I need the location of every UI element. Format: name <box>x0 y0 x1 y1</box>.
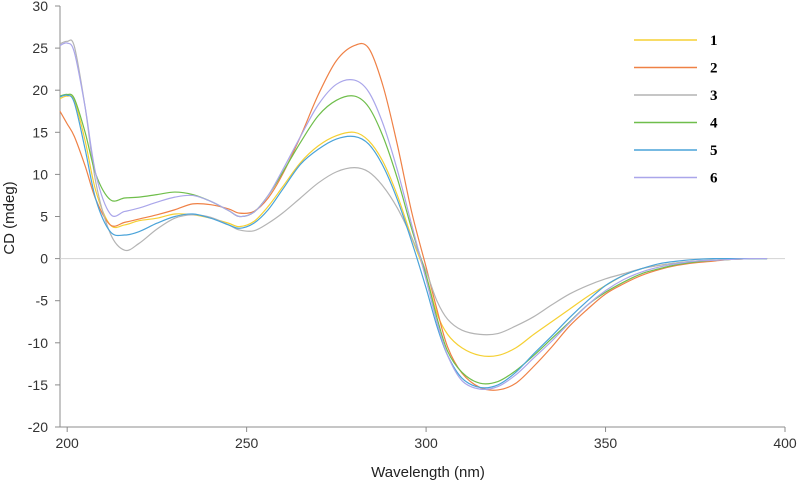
x-axis-ticks: 200 250 300 350 400 <box>55 427 797 451</box>
series-line-1 <box>59 94 768 357</box>
y-tick-label: -5 <box>36 293 49 309</box>
x-tick-label: 300 <box>414 435 438 451</box>
legend-label-2: 2 <box>710 61 718 77</box>
series-line-2 <box>59 42 768 391</box>
legend-label-5: 5 <box>710 143 718 159</box>
legend-label-4: 4 <box>710 116 718 132</box>
y-tick-label: 30 <box>32 0 48 14</box>
y-tick-label: 10 <box>32 166 48 182</box>
series-line-5 <box>59 94 768 389</box>
y-tick-label: 15 <box>32 124 48 140</box>
y-tick-label: 25 <box>32 40 48 56</box>
x-tick-label: 250 <box>235 435 259 451</box>
x-tick-label: 400 <box>773 435 797 451</box>
legend-label-3: 3 <box>710 88 718 104</box>
y-tick-label: 20 <box>32 82 48 98</box>
series-lines <box>59 39 768 391</box>
y-axis-ticks: -20 -15 -10 -5 0 5 10 15 20 25 30 <box>28 0 60 435</box>
legend: 1 2 3 4 5 6 <box>634 33 718 187</box>
series-line-6 <box>59 42 768 391</box>
y-tick-label: 0 <box>40 251 48 267</box>
y-tick-label: -15 <box>28 377 48 393</box>
y-tick-label: 5 <box>40 209 48 225</box>
x-axis-title: Wavelength (nm) <box>371 464 485 481</box>
y-axis-title: CD (mdeg) <box>1 181 18 254</box>
series-line-3 <box>59 39 768 336</box>
y-tick-label: -20 <box>28 419 48 435</box>
series-line-4 <box>59 93 768 385</box>
x-tick-label: 350 <box>594 435 618 451</box>
legend-label-6: 6 <box>710 171 718 187</box>
legend-label-1: 1 <box>710 33 718 49</box>
y-tick-label: -10 <box>28 335 48 351</box>
x-tick-label: 200 <box>55 435 79 451</box>
